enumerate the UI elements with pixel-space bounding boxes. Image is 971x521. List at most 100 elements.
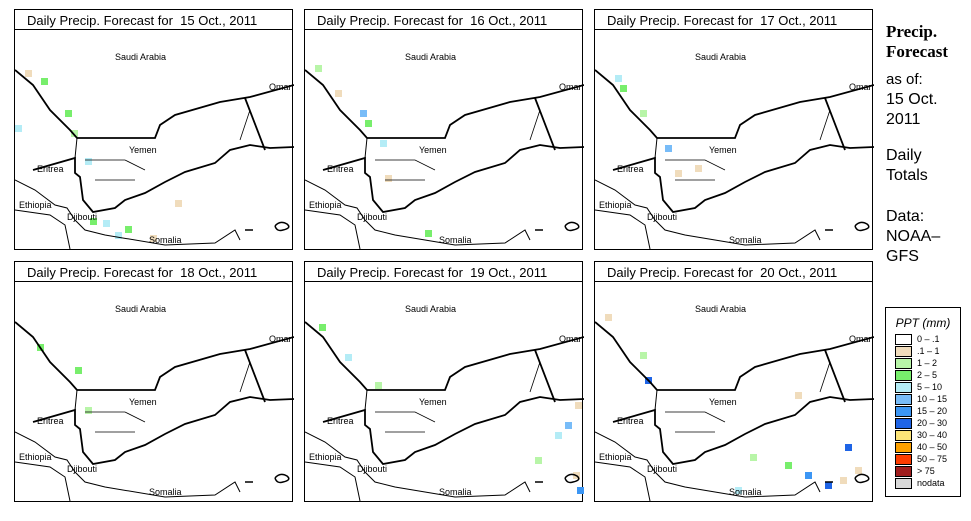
- country-label-djibouti: Djibouti: [647, 464, 677, 474]
- precip-cell: [175, 200, 182, 207]
- precip-cell: [125, 226, 132, 233]
- date-line-1: 15 Oct.: [886, 91, 938, 108]
- legend-item: 15 – 20: [895, 405, 960, 417]
- precip-cell: [41, 78, 48, 85]
- totals-label: Daily Totals: [886, 146, 928, 186]
- border-line: [85, 159, 146, 171]
- legend-label: 15 – 20: [917, 406, 948, 416]
- country-label-ethiopia: Ethiopia: [599, 200, 632, 210]
- border-line: [322, 396, 584, 465]
- legend-swatch: [895, 405, 912, 417]
- country-label-oman: Oman: [559, 334, 584, 344]
- precip-cell: [535, 457, 542, 464]
- forecast-panel: Daily Precip. Forecast for 20 Oct., 2011…: [594, 261, 874, 502]
- legend-label: nodata: [917, 478, 945, 488]
- panel-title: Daily Precip. Forecast for 18 Oct., 2011: [14, 261, 293, 282]
- precip-cell: [380, 140, 387, 147]
- country-label-yemen: Yemen: [129, 145, 157, 155]
- country-label-saudi: Saudi Arabia: [695, 304, 746, 314]
- country-label-oman: Oman: [269, 334, 294, 344]
- precip-cell: [103, 220, 110, 227]
- country-label-djibouti: Djibouti: [647, 212, 677, 222]
- border-line: [595, 69, 874, 139]
- socotra-island: [245, 221, 290, 232]
- legend-swatch: [895, 417, 912, 429]
- country-label-ethiopia: Ethiopia: [19, 452, 52, 462]
- precip-cell: [375, 382, 382, 389]
- country-label-saudi: Saudi Arabia: [695, 52, 746, 62]
- country-label-eritrea: Eritrea: [327, 416, 354, 426]
- legend-label: 40 – 50: [917, 442, 948, 452]
- totals-line-2: Totals: [886, 167, 928, 184]
- precip-cell: [845, 444, 852, 451]
- border-line: [305, 321, 584, 391]
- precip-cell: [735, 487, 742, 494]
- socotra-island: [535, 473, 580, 484]
- border-line: [305, 69, 584, 139]
- precip-cell: [555, 432, 562, 439]
- country-label-djibouti: Djibouti: [67, 464, 97, 474]
- precip-cell: [785, 462, 792, 469]
- border-line: [15, 321, 294, 391]
- precip-cell: [85, 158, 92, 165]
- legend-item: 30 – 40: [895, 429, 960, 441]
- border-line: [15, 461, 71, 501]
- country-label-oman: Oman: [849, 334, 874, 344]
- precip-map: Saudi Arabia Oman Yemen Eritrea Ethiopia Djib…: [14, 30, 294, 250]
- legend-swatch: [895, 477, 912, 489]
- precip-cell: [319, 324, 326, 331]
- legend-label: 10 – 15: [917, 394, 948, 404]
- date-line-2: 2011: [886, 111, 921, 128]
- precip-cell: [385, 175, 392, 182]
- border-line: [364, 389, 368, 411]
- legend-label: 20 – 30: [917, 418, 948, 428]
- country-label-oman: Oman: [559, 82, 584, 92]
- legend-label: 30 – 40: [917, 430, 948, 440]
- border-line: [595, 461, 651, 501]
- country-label-ethiopia: Ethiopia: [309, 200, 342, 210]
- forecast-panel: Daily Precip. Forecast for 19 Oct., 2011…: [304, 261, 584, 502]
- country-label-ethiopia: Ethiopia: [19, 200, 52, 210]
- precip-cell: [695, 165, 702, 172]
- panel-title: Daily Precip. Forecast for 20 Oct., 2011: [594, 261, 873, 282]
- title-line-2: Forecast: [886, 42, 948, 61]
- legend-title: PPT (mm): [895, 316, 951, 330]
- precip-cell: [15, 125, 22, 132]
- side-title: Precip. Forecast: [886, 22, 948, 62]
- country-label-yemen: Yemen: [419, 145, 447, 155]
- country-label-somalia: Somalia: [729, 235, 762, 245]
- country-label-eritrea: Eritrea: [617, 416, 644, 426]
- border-line: [15, 431, 241, 498]
- panel-title: Daily Precip. Forecast for 17 Oct., 2011: [594, 9, 873, 30]
- legend-swatch: [895, 345, 912, 357]
- precip-cell: [115, 232, 122, 239]
- border-line: [32, 396, 294, 465]
- panel-title: Daily Precip. Forecast for 16 Oct., 2011: [304, 9, 583, 30]
- legend-label: 50 – 75: [917, 454, 948, 464]
- precip-cell: [365, 120, 372, 127]
- border-line: [305, 461, 361, 501]
- precip-cell: [825, 482, 832, 489]
- precip-cell: [315, 65, 322, 72]
- as-of-label: as of:: [886, 71, 923, 88]
- precip-cell: [345, 354, 352, 361]
- data-line-2: NOAA–: [886, 228, 941, 245]
- precip-cell: [575, 402, 582, 409]
- precip-cell: [75, 367, 82, 374]
- border-line: [529, 361, 541, 393]
- legend-swatch: [895, 381, 912, 393]
- country-label-somalia: Somalia: [439, 487, 472, 497]
- precip-cell: [71, 130, 78, 137]
- country-label-yemen: Yemen: [709, 397, 737, 407]
- border-line: [654, 389, 658, 411]
- country-label-yemen: Yemen: [419, 397, 447, 407]
- country-label-saudi: Saudi Arabia: [115, 304, 166, 314]
- legend-label: 5 – 10: [917, 382, 943, 392]
- legend-swatch: [895, 429, 912, 441]
- precip-cell: [795, 392, 802, 399]
- border-line: [32, 144, 294, 213]
- country-label-yemen: Yemen: [709, 145, 737, 155]
- border-line: [244, 97, 266, 151]
- precip-cell: [605, 314, 612, 321]
- legend: PPT (mm) 0 – .1 .1 – 1 1 – 2 2 – 5 5 – 10 10 …: [885, 307, 961, 497]
